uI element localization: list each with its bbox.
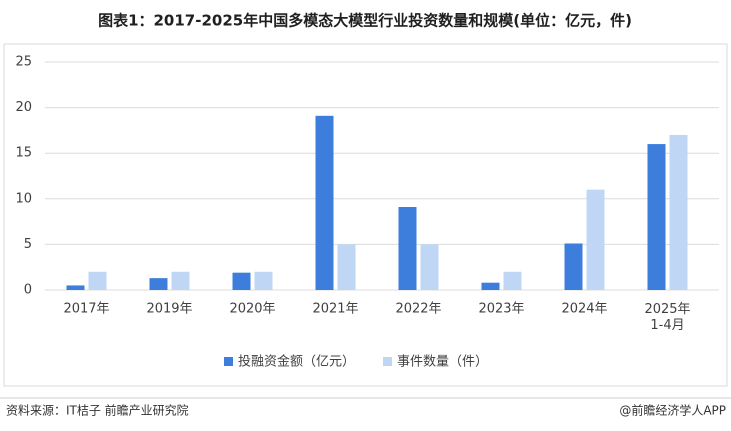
credit: @前瞻经济学人APP bbox=[619, 403, 726, 418]
bar bbox=[647, 144, 666, 290]
y-tick-label: 0 bbox=[24, 283, 32, 298]
y-tick-label: 20 bbox=[15, 100, 32, 115]
legend-label: 事件数量（件） bbox=[397, 355, 488, 370]
x-tick-label: 2019年 bbox=[146, 302, 192, 317]
x-tick-label: 2021年 bbox=[312, 302, 358, 317]
bar bbox=[564, 243, 583, 290]
y-tick-label: 15 bbox=[15, 146, 32, 161]
legend-swatch bbox=[383, 357, 393, 366]
x-tick-label: 2017年 bbox=[63, 302, 109, 317]
source: 资料来源：IT桔子 前瞻产业研究院 bbox=[6, 403, 189, 418]
bar bbox=[398, 207, 417, 290]
bar bbox=[669, 134, 688, 290]
x-tick-label: 2022年 bbox=[395, 302, 441, 317]
bar bbox=[254, 271, 273, 290]
x-tick-label: 2025年 1-4月 bbox=[644, 302, 690, 333]
x-tick-label: 2023年 bbox=[478, 302, 524, 317]
bar bbox=[149, 278, 168, 290]
y-tick-label: 25 bbox=[15, 55, 32, 70]
bar bbox=[232, 272, 251, 290]
bar bbox=[66, 285, 85, 290]
legend-swatch bbox=[224, 357, 233, 366]
bar bbox=[88, 271, 107, 290]
bar bbox=[503, 271, 522, 290]
bar bbox=[315, 115, 334, 290]
y-tick-label: 5 bbox=[24, 237, 32, 252]
bar bbox=[420, 244, 439, 290]
bar bbox=[171, 271, 190, 290]
x-tick-label: 2020年 bbox=[229, 302, 275, 317]
y-tick-label: 10 bbox=[15, 191, 32, 206]
legend-label: 投融资金额（亿元） bbox=[238, 354, 355, 370]
bar bbox=[586, 189, 605, 290]
bar bbox=[481, 282, 500, 290]
chart-frame bbox=[3, 43, 728, 387]
x-tick-label: 2024年 bbox=[561, 302, 607, 317]
chart-title: 图表1：2017-2025年中国多模态大模型行业投资数量和规模(单位：亿元，件) bbox=[98, 12, 632, 30]
bar bbox=[337, 244, 356, 290]
